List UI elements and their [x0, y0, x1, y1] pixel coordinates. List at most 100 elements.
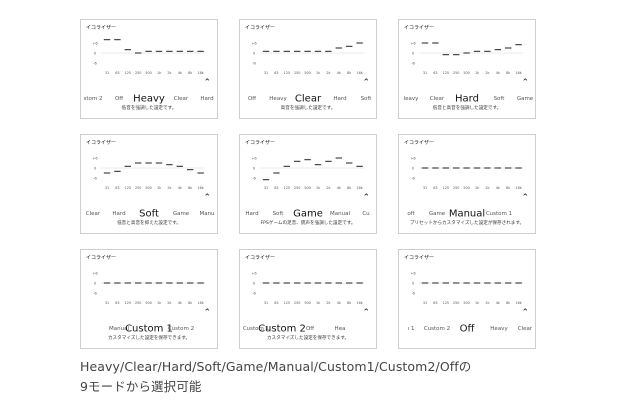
- freq-label: 1k: [316, 186, 320, 190]
- mode-option-selected[interactable]: Hard: [455, 93, 479, 105]
- mode-selector[interactable]: Clear Hard Soft Game Manu: [81, 207, 217, 221]
- mode-selector[interactable]: oft Game Manual Custom 1: [399, 207, 535, 221]
- level-label: -6: [411, 177, 415, 181]
- freq-label: 125: [284, 71, 290, 75]
- chevron-up-icon[interactable]: ⌃: [521, 193, 529, 203]
- mode-option[interactable]: Manu: [199, 211, 215, 217]
- mode-option[interactable]: Cu: [362, 211, 370, 217]
- mode-option[interactable]: Clear: [173, 96, 189, 102]
- mode-option[interactable]: Custom 2: [167, 326, 195, 332]
- mode-option[interactable]: leavy: [403, 96, 419, 102]
- mode-option[interactable]: Heavy: [490, 326, 508, 332]
- mode-option[interactable]: Custom 1: [485, 211, 513, 217]
- mode-selector[interactable]: Off Heavy Clear Hard Soft: [240, 92, 376, 106]
- chevron-up-icon[interactable]: ⌃: [521, 308, 529, 318]
- mode-option-selected[interactable]: Game: [293, 208, 323, 220]
- mode-option[interactable]: Off: [114, 96, 124, 102]
- freq-label: 8k: [347, 186, 351, 190]
- mode-selector[interactable]: Custom 1 Custom 2 Off Hea: [240, 322, 376, 336]
- freq-label: 250: [294, 186, 300, 190]
- mode-option[interactable]: Manual: [330, 211, 350, 217]
- mode-option[interactable]: Game: [172, 211, 190, 217]
- freq-label: 250: [453, 301, 459, 305]
- mode-option[interactable]: Hard: [112, 211, 126, 217]
- mode-option[interactable]: Custom 1: [242, 326, 270, 332]
- chevron-up-icon[interactable]: ⌃: [362, 193, 370, 203]
- freq-label: 1k: [157, 301, 161, 305]
- mode-description: プリセットからカスタマイズした設定が保存されます。: [409, 221, 525, 226]
- mode-option[interactable]: Clear: [429, 96, 445, 102]
- eq-preset-panel: イコライザー +6 0 -6 31 63 125 250 500 1k 2k 4k 8k 16k ⌃ leav…: [398, 19, 536, 119]
- mode-option-selected[interactable]: Heavy: [133, 93, 165, 105]
- mode-selector[interactable]: stom 2 Off Heavy Clear Hard: [81, 92, 217, 106]
- mode-option-selected[interactable]: Custom 2: [258, 323, 306, 335]
- freq-label: 4k: [178, 71, 182, 75]
- freq-label: 2k: [485, 71, 489, 75]
- freq-label: 1k: [475, 301, 479, 305]
- mode-selector[interactable]: Manual Custom 1 Custom 2: [81, 322, 217, 336]
- mode-option[interactable]: Hard: [245, 211, 259, 217]
- freq-label: 125: [443, 71, 449, 75]
- chevron-up-icon[interactable]: ⌃: [203, 308, 211, 318]
- mode-option[interactable]: Game: [516, 96, 534, 102]
- chevron-up-icon[interactable]: ⌃: [203, 78, 211, 88]
- freq-label: 8k: [347, 301, 351, 305]
- level-label: +6: [251, 157, 257, 161]
- mode-option[interactable]: ι 1: [407, 326, 415, 332]
- eq-preset-panel: イコライザー +6 0 -6 31 63 125 250 500 1k 2k 4k 8k 16k ⌃ Hard…: [239, 134, 377, 234]
- mode-option[interactable]: Hard: [200, 96, 214, 102]
- level-label: 0: [412, 282, 415, 286]
- mode-option-selected[interactable]: Off: [459, 323, 475, 335]
- mode-option[interactable]: Off: [305, 326, 315, 332]
- level-label: +6: [410, 42, 416, 46]
- mode-option[interactable]: Hea: [334, 326, 346, 332]
- mode-selector[interactable]: leavy Clear Hard Soft Game: [399, 92, 535, 106]
- freq-label: 125: [284, 301, 290, 305]
- mode-description: 高音を強調した設定です。: [280, 106, 336, 111]
- mode-option[interactable]: Manual: [109, 326, 129, 332]
- mode-option-selected[interactable]: Clear: [294, 93, 322, 105]
- mode-option[interactable]: Hard: [333, 96, 347, 102]
- freq-label: 16k: [197, 186, 203, 190]
- freq-label: 2k: [167, 71, 171, 75]
- mode-option[interactable]: Clear: [517, 326, 533, 332]
- chevron-up-icon[interactable]: ⌃: [362, 308, 370, 318]
- freq-label: 8k: [188, 186, 192, 190]
- freq-label: 250: [135, 71, 141, 75]
- freq-label: 4k: [337, 186, 341, 190]
- freq-label: 31: [423, 186, 427, 190]
- mode-option[interactable]: Clear: [85, 211, 101, 217]
- mode-option[interactable]: Soft: [493, 96, 505, 102]
- level-label: +6: [92, 42, 98, 46]
- mode-option[interactable]: Soft: [360, 96, 372, 102]
- freq-label: 31: [264, 186, 268, 190]
- chevron-up-icon[interactable]: ⌃: [521, 78, 529, 88]
- mode-option-selected[interactable]: Soft: [139, 208, 159, 220]
- mode-selector[interactable]: ι 1 Custom 2 Off Heavy Clear: [399, 322, 535, 336]
- mode-option[interactable]: Soft: [272, 211, 284, 217]
- freq-label: 500: [463, 71, 469, 75]
- level-label: +6: [251, 272, 257, 276]
- eq-preset-panel: イコライザー +6 0 -6 31 63 125 250 500 1k 2k 4k 8k 16k ⌃ Clea…: [80, 134, 218, 234]
- mode-option[interactable]: stom 2: [83, 96, 103, 102]
- chevron-up-icon[interactable]: ⌃: [362, 78, 370, 88]
- freq-label: 250: [453, 71, 459, 75]
- freq-label: 1k: [157, 186, 161, 190]
- freq-label: 125: [443, 301, 449, 305]
- mode-option[interactable]: Off: [247, 96, 257, 102]
- equalizer-graph: +6 0 -6 31 63 125 250 500 1k 2k 4k 8k 16k: [251, 42, 364, 75]
- mode-description: カスタマイズした設定を保存できます。: [266, 336, 350, 341]
- freq-label: 16k: [197, 71, 203, 75]
- eq-preset-panel: イコライザー +6 0 -6 31 63 125 250 500 1k 2k 4k 8k 16k ⌃ Off H…: [239, 19, 377, 119]
- level-label: -6: [411, 292, 415, 296]
- mode-option[interactable]: Game: [428, 211, 446, 217]
- mode-option-selected[interactable]: Custom 1: [125, 323, 173, 335]
- mode-option[interactable]: Custom 2: [423, 326, 451, 332]
- mode-selector[interactable]: Hard Soft Game Manual Cu: [240, 207, 376, 221]
- chevron-up-icon[interactable]: ⌃: [203, 193, 211, 203]
- freq-label: 16k: [515, 301, 521, 305]
- mode-option-selected[interactable]: Manual: [448, 208, 486, 220]
- mode-option[interactable]: oft: [407, 211, 415, 217]
- mode-option[interactable]: Heavy: [269, 96, 287, 102]
- freq-label: 500: [145, 186, 151, 190]
